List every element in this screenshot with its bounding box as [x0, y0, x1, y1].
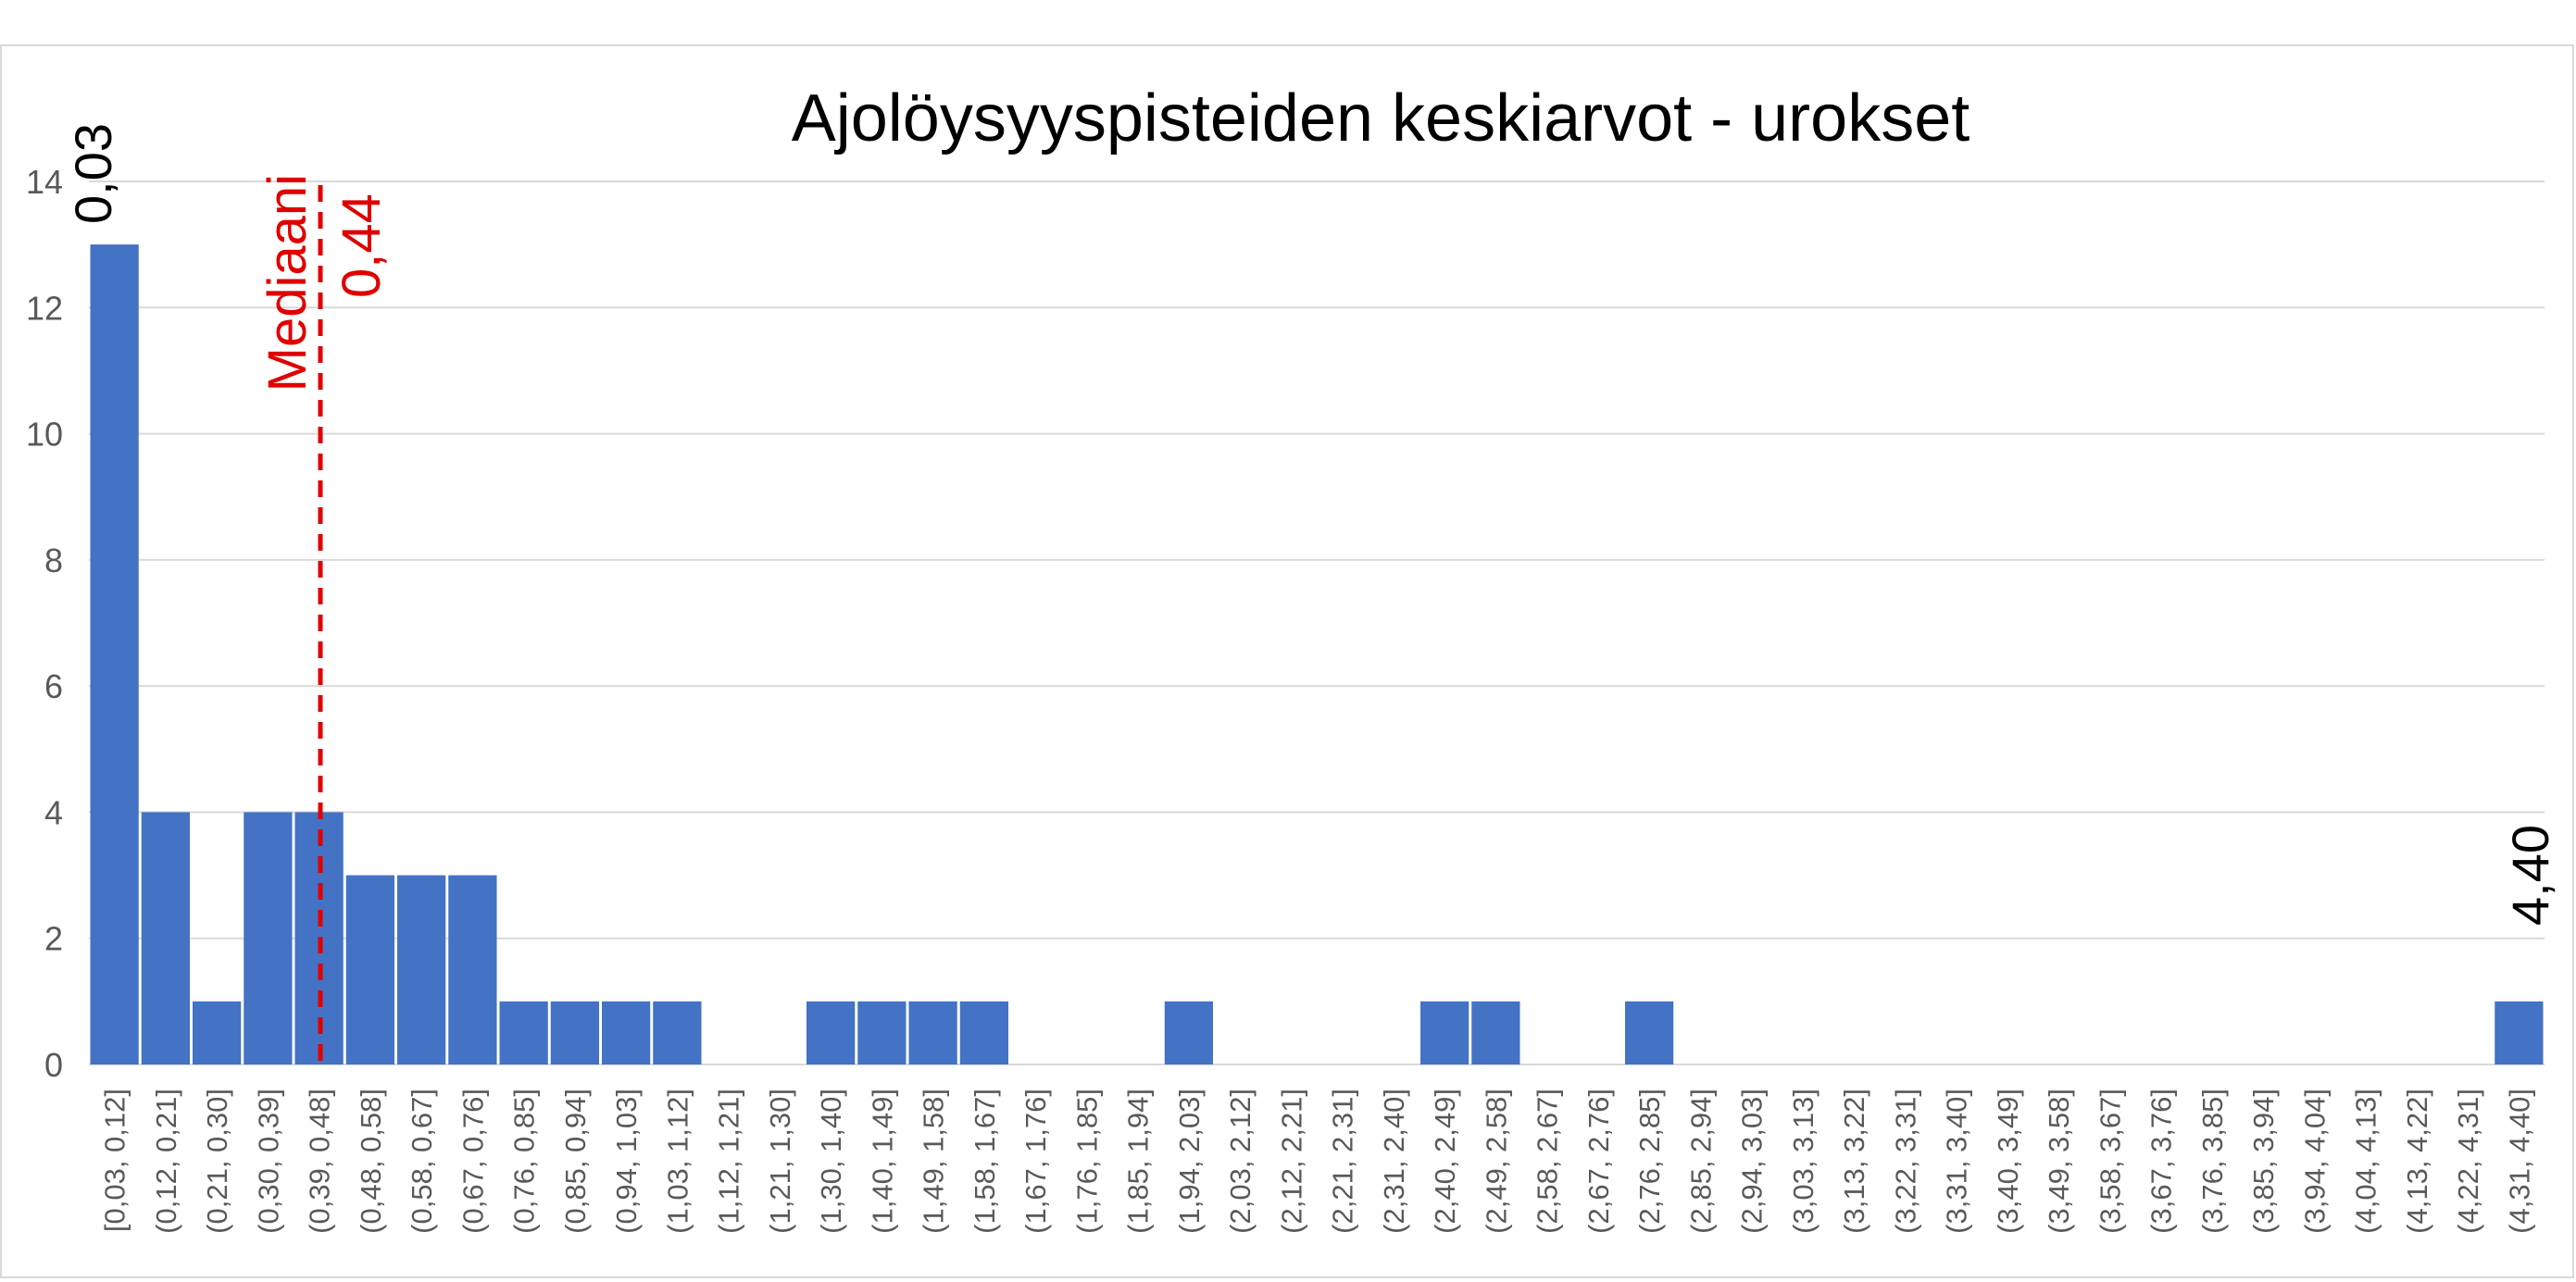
histogram-bar	[602, 1001, 651, 1064]
gridlines	[89, 180, 2545, 1065]
x-tick-label: (1,85, 1,94]	[1122, 1089, 1155, 1234]
x-tick-label: (1,30, 1,40]	[815, 1089, 847, 1234]
x-tick-label: (4,04, 4,13]	[2350, 1089, 2382, 1234]
histogram-bar	[1471, 1001, 1520, 1064]
x-tick-label: (3,94, 4,04]	[2298, 1089, 2331, 1234]
x-tick-label: (3,13, 3,22]	[1838, 1089, 1870, 1234]
x-tick-label: (0,76, 0,85]	[508, 1089, 541, 1234]
y-tick-label: 8	[44, 541, 63, 579]
histogram-bar	[857, 1001, 907, 1064]
median-value-label: 0,44	[331, 193, 392, 298]
y-tick-label: 4	[44, 793, 63, 831]
x-tick-label: (2,40, 2,49]	[1429, 1089, 1461, 1234]
histogram-bar	[448, 875, 497, 1064]
histogram-bar	[1164, 1001, 1213, 1064]
x-tick-label: (0,58, 0,67]	[406, 1089, 438, 1234]
histogram-bar	[959, 1001, 1008, 1064]
x-tick-label: (2,31, 2,40]	[1378, 1089, 1410, 1234]
x-axis-ticks: [0,03, 0,12] (0,12, 0,21] (0,21, 0,30] (0,3…	[99, 1089, 2536, 1234]
x-tick-label: (3,85, 3,94]	[2247, 1089, 2280, 1234]
x-tick-label: (1,49, 1,58]	[918, 1089, 950, 1234]
x-tick-label: (1,03, 1,12]	[661, 1089, 694, 1234]
x-tick-label: (0,21, 0,30]	[201, 1089, 233, 1234]
x-tick-label: (3,49, 3,58]	[2043, 1089, 2075, 1234]
x-tick-label: (3,58, 3,67]	[2094, 1089, 2126, 1234]
chart-frame	[0, 44, 2574, 1278]
x-tick-label: (0,39, 0,48]	[304, 1089, 336, 1234]
chart-title: Ajolöysyyspisteiden keskiarvot - urokset	[792, 81, 1970, 156]
x-tick-label: (2,76, 2,85]	[1633, 1089, 1666, 1234]
x-tick-label: [0,03, 0,12]	[99, 1089, 131, 1232]
x-tick-label: (2,12, 2,21]	[1275, 1089, 1307, 1234]
histogram-bar	[1625, 1001, 1674, 1064]
histogram-bar	[397, 875, 446, 1064]
bars	[90, 244, 2544, 1065]
histogram-bar	[908, 1001, 957, 1064]
x-tick-label: (2,03, 2,12]	[1224, 1089, 1257, 1234]
x-tick-label: (3,76, 3,85]	[2196, 1089, 2229, 1234]
x-tick-label: (2,21, 2,31]	[1327, 1089, 1359, 1234]
histogram-bar	[141, 812, 190, 1064]
x-tick-label: (0,48, 0,58]	[355, 1089, 387, 1234]
histogram-bar	[1420, 1001, 1469, 1064]
histogram-bar	[2495, 1001, 2544, 1064]
median-marker: Mediaani 0,44	[257, 174, 392, 1064]
x-tick-label: (3,31, 3,40]	[1941, 1089, 1973, 1234]
x-tick-label: (1,12, 1,21]	[713, 1089, 745, 1234]
x-tick-label: (3,67, 3,76]	[2145, 1089, 2178, 1234]
x-tick-label: (2,94, 3,03]	[1736, 1089, 1769, 1234]
y-tick-label: 14	[26, 163, 63, 201]
x-tick-label: (0,67, 0,76]	[456, 1089, 489, 1234]
x-tick-label: (1,58, 1,67]	[969, 1089, 1001, 1234]
min-value-label: 0,03	[64, 123, 122, 224]
x-tick-label: (2,58, 2,67]	[1532, 1089, 1564, 1234]
y-tick-label: 2	[44, 920, 63, 958]
x-tick-label: (2,67, 2,76]	[1582, 1089, 1615, 1234]
x-tick-label: (1,40, 1,49]	[866, 1089, 898, 1234]
x-tick-label: (2,49, 2,58]	[1480, 1089, 1512, 1234]
x-tick-label: (4,22, 4,31]	[2452, 1089, 2484, 1234]
x-tick-label: (1,21, 1,30]	[764, 1089, 796, 1234]
x-tick-label: (1,67, 1,76]	[1019, 1089, 1052, 1234]
x-tick-label: (4,13, 4,22]	[2401, 1089, 2433, 1234]
max-value-label: 4,40	[2501, 825, 2559, 926]
x-tick-label: (0,12, 0,21]	[150, 1089, 182, 1234]
x-tick-label: (1,94, 2,03]	[1173, 1089, 1206, 1234]
histogram-bar	[193, 1001, 242, 1064]
x-tick-label: (0,30, 0,39]	[252, 1089, 284, 1234]
histogram-bar	[807, 1001, 856, 1064]
x-tick-label: (3,22, 3,31]	[1889, 1089, 1921, 1234]
histogram-bar	[244, 812, 293, 1064]
x-tick-label: (4,31, 4,40]	[2503, 1089, 2535, 1234]
x-tick-label: (0,85, 0,94]	[559, 1089, 592, 1234]
x-tick-label: (0,94, 1,03]	[610, 1089, 643, 1234]
y-tick-label: 12	[26, 289, 63, 327]
x-tick-label: (3,40, 3,49]	[1992, 1089, 2024, 1234]
y-tick-label: 10	[26, 416, 63, 454]
x-tick-label: (2,85, 2,94]	[1684, 1089, 1717, 1234]
histogram-bar	[499, 1001, 548, 1064]
x-tick-label: (3,03, 3,13]	[1787, 1089, 1819, 1234]
histogram-bar	[90, 244, 139, 1065]
x-tick-label: (1,76, 1,85]	[1070, 1089, 1103, 1234]
y-tick-label: 6	[44, 667, 63, 705]
histogram-bar	[550, 1001, 599, 1064]
histogram-bar	[345, 875, 394, 1064]
y-axis-ticks: 0 2 4 6 8 10 12 14	[26, 163, 63, 1084]
median-label: Mediaani	[257, 174, 318, 392]
y-tick-label: 0	[44, 1046, 63, 1084]
histogram-bar	[653, 1001, 702, 1064]
